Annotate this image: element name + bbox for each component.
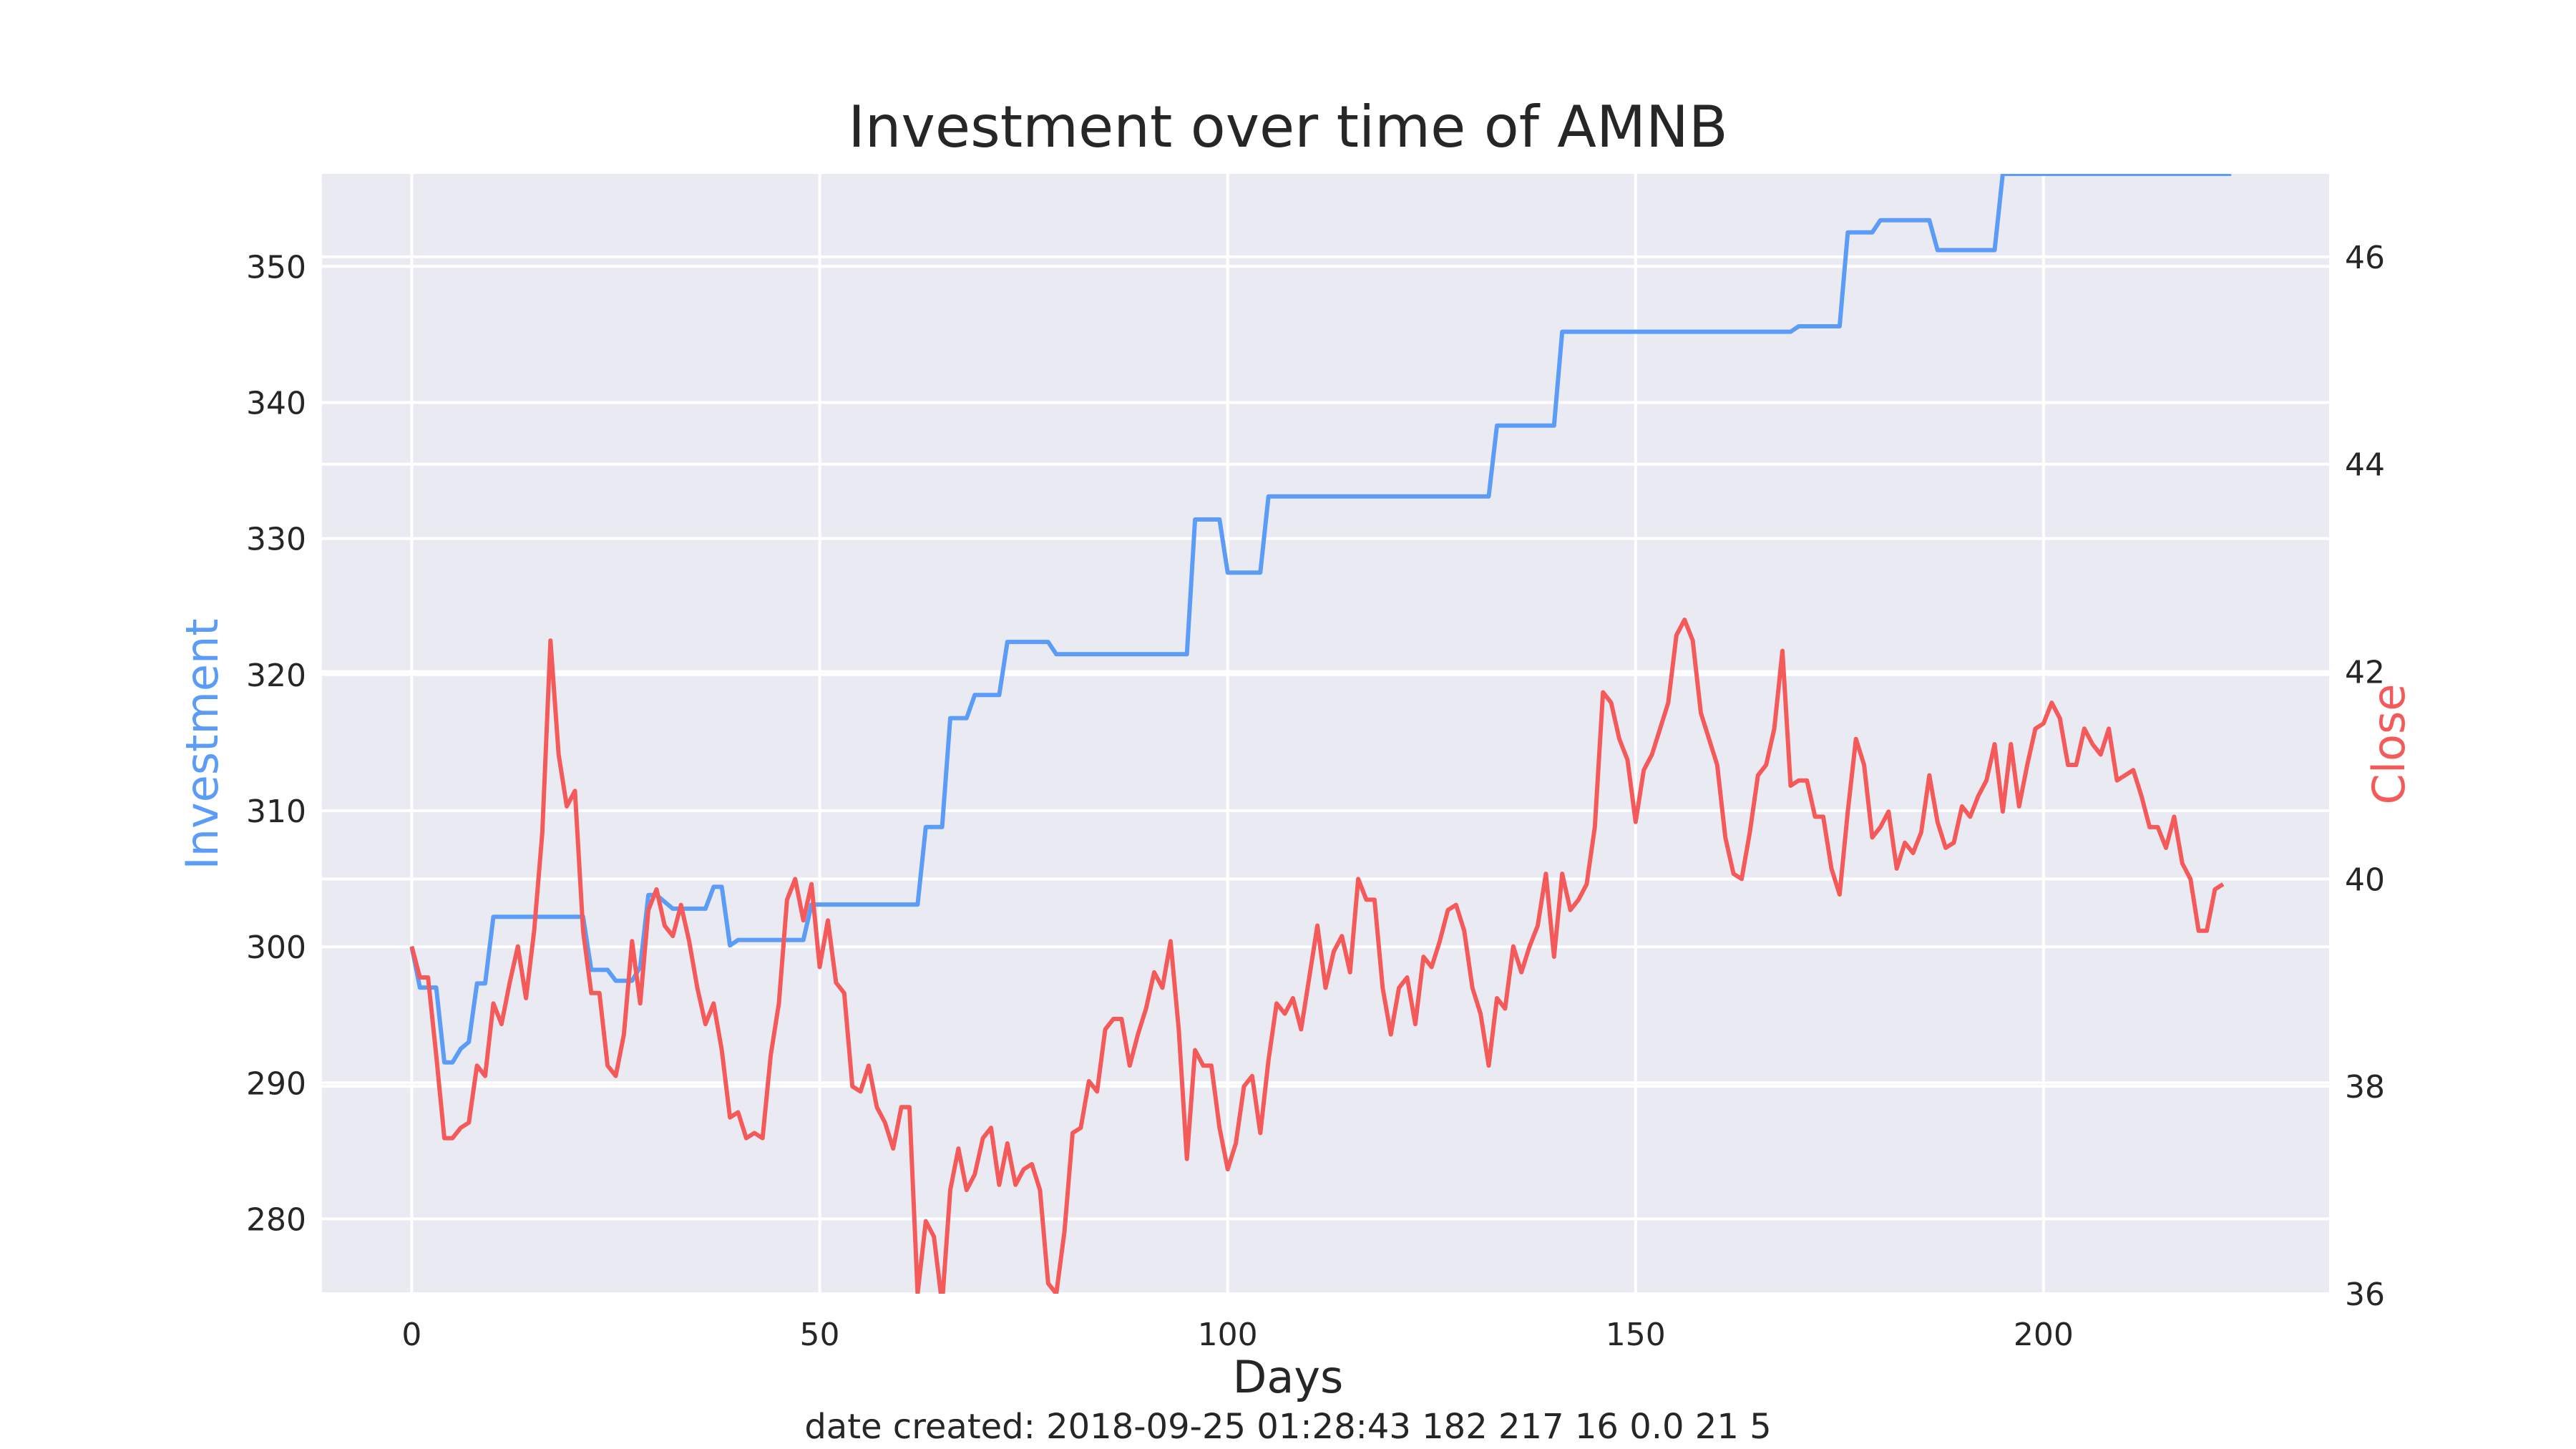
x-tick-label: 50 <box>800 1317 840 1353</box>
y-left-tick-label: 310 <box>246 794 306 830</box>
y-left-tick-label: 290 <box>246 1065 306 1102</box>
y-left-tick-label: 300 <box>246 930 306 966</box>
x-axis-label: Days <box>1233 1351 1344 1403</box>
y-left-tick-label: 320 <box>246 658 306 694</box>
y-right-tick-label: 36 <box>2345 1277 2385 1313</box>
x-tick-label: 200 <box>2014 1317 2074 1353</box>
plot-area <box>322 174 2329 1294</box>
y-left-tick-label: 340 <box>246 385 306 421</box>
footer-date-text: date created: 2018-09-25 01:28:43 182 21… <box>804 1407 1771 1447</box>
y-axis-left-label: Investment <box>176 618 228 869</box>
y-axis-right-ticks: 36 38 40 42 44 46 <box>2345 240 2385 1313</box>
y-right-tick-label: 46 <box>2345 240 2385 276</box>
x-axis-ticks: 0 50 100 150 200 <box>401 1317 2073 1353</box>
series-lines <box>409 174 2232 1294</box>
series-line-investment <box>409 174 2232 1065</box>
x-tick-label: 100 <box>1198 1317 1258 1353</box>
x-tick-label: 0 <box>401 1317 421 1353</box>
y-right-tick-label: 42 <box>2345 655 2385 691</box>
y-right-tick-label: 40 <box>2345 862 2385 898</box>
y-left-tick-label: 330 <box>246 522 306 558</box>
y-axis-left-ticks: 280 290 300 310 320 330 340 350 <box>246 249 306 1238</box>
chart-title: Investment over time of AMNB <box>848 94 1728 160</box>
gridlines <box>322 174 2329 1295</box>
y-axis-right-label: Close <box>2363 684 2415 805</box>
y-right-tick-label: 44 <box>2345 447 2385 484</box>
series-line-close <box>409 618 2225 1294</box>
y-left-tick-label: 350 <box>246 249 306 286</box>
y-right-tick-label: 38 <box>2345 1069 2385 1106</box>
y-left-tick-label: 280 <box>246 1201 306 1238</box>
x-tick-label: 150 <box>1606 1317 1666 1353</box>
